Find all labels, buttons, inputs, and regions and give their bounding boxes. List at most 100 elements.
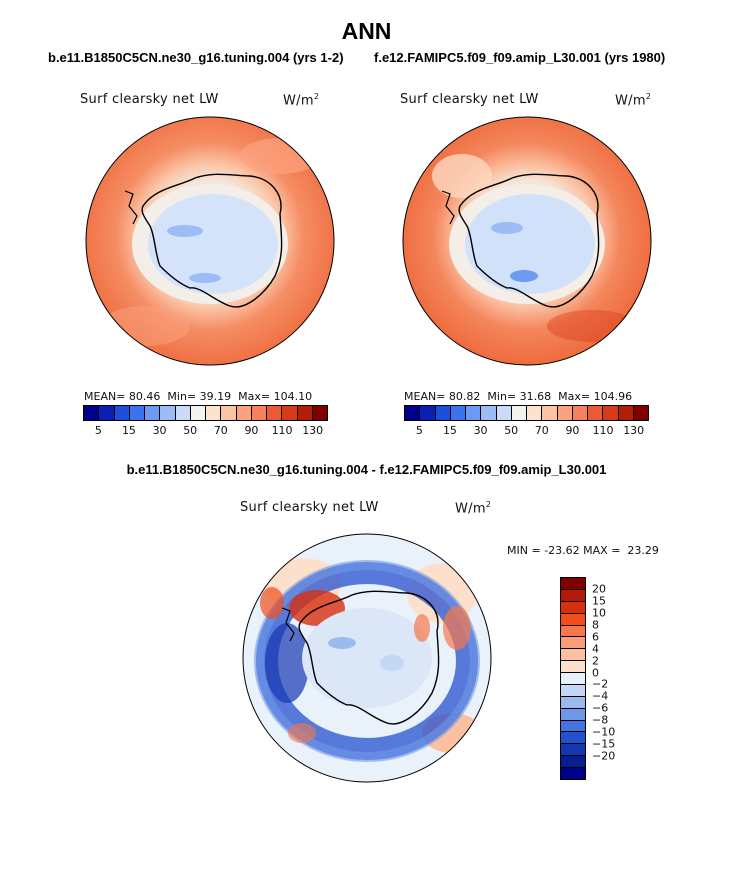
diff-variable-label: Surf clearsky net LW — [240, 500, 379, 515]
colorbar-tick-label: 2 — [592, 654, 599, 668]
left-units-label: W/m2 — [283, 92, 320, 109]
colorbar-swatch — [561, 589, 585, 602]
colorbar-swatch — [561, 744, 585, 757]
colorbar-swatch — [145, 406, 161, 420]
difference-polar-map — [242, 533, 492, 783]
colorbar-swatch — [561, 732, 585, 745]
colorbar-tick-label: −10 — [592, 725, 616, 739]
colorbar-swatch — [561, 708, 585, 721]
diff-units-label: W/m2 — [455, 500, 492, 517]
difference-colorbar-ticks: 20 15 10 8 6 4 2 0 −2 −4 −6 −8 −10 −15 −20 — [592, 577, 632, 780]
colorbar-swatch — [603, 406, 619, 420]
colorbar-tick-label: 15 — [121, 424, 136, 437]
colorbar-tick-label: 0 — [592, 666, 599, 680]
colorbar-swatch — [561, 720, 585, 733]
colorbar-swatch — [561, 756, 585, 768]
left-polar-map — [85, 116, 335, 366]
right-case-title: f.e12.FAMIPC5.f09_f09.amip_L30.001 (yrs … — [374, 50, 666, 65]
colorbar-tick-label: 15 — [592, 594, 606, 608]
colorbar-swatch — [496, 406, 512, 420]
colorbar-swatch — [561, 613, 585, 626]
colorbar-swatch — [466, 406, 482, 420]
colorbar-tick-label: −20 — [592, 749, 616, 763]
colorbar-swatch — [561, 696, 585, 709]
figure-title: ANN — [341, 18, 392, 44]
colorbar-swatch — [561, 684, 585, 697]
colorbar-tick-label: 70 — [213, 424, 228, 437]
colorbar-swatch — [561, 637, 585, 650]
left-case-title: b.e11.B1850C5CN.ne30_g16.tuning.004 (yrs… — [48, 50, 344, 65]
colorbar-tick-label: 10 — [592, 606, 606, 620]
colorbar-swatch — [557, 406, 573, 420]
colorbar-tick-label: 90 — [244, 424, 259, 437]
colorbar-swatch — [618, 406, 634, 420]
right-colorbar-ticks: 5 15 30 50 70 90 110 130 — [404, 424, 649, 438]
colorbar-swatch — [561, 768, 585, 779]
colorbar-tick-label: −8 — [592, 713, 609, 727]
colorbar-tick-label: 110 — [271, 424, 293, 437]
colorbar-tick-label: 4 — [592, 642, 599, 656]
colorbar-tick-label: −6 — [592, 701, 609, 715]
colorbar-swatch — [561, 673, 585, 685]
left-colorbar-ticks: 5 15 30 50 70 90 110 130 — [83, 424, 328, 438]
colorbar-tick-label: −4 — [592, 689, 609, 703]
colorbar-swatch — [561, 625, 585, 638]
colorbar-swatch — [160, 406, 176, 420]
colorbar-tick-label: −2 — [592, 677, 609, 691]
colorbar-tick-label: 110 — [592, 424, 614, 437]
colorbar-swatch — [561, 649, 585, 662]
colorbar-tick-label: 50 — [183, 424, 198, 437]
right-stats: MEAN= 80.82 Min= 31.68 Max= 104.96 — [404, 390, 633, 403]
colorbar-swatch — [267, 406, 283, 420]
right-polar-map — [402, 116, 652, 366]
colorbar-swatch — [561, 661, 585, 673]
colorbar-swatch — [420, 406, 436, 420]
colorbar-swatch — [561, 601, 585, 614]
colorbar-swatch — [312, 406, 327, 420]
colorbar-tick-label: 130 — [302, 424, 324, 437]
colorbar-swatch — [236, 406, 252, 420]
colorbar-tick-label: 130 — [623, 424, 645, 437]
colorbar-swatch — [527, 406, 543, 420]
colorbar-swatch — [435, 406, 451, 420]
colorbar-tick-label: 6 — [592, 630, 599, 644]
colorbar-swatch — [84, 406, 100, 420]
colorbar-tick-label: 8 — [592, 618, 599, 632]
colorbar-tick-label: 5 — [415, 424, 423, 437]
colorbar-swatch — [190, 406, 206, 420]
colorbar-swatch — [282, 406, 298, 420]
colorbar-tick-label: 70 — [534, 424, 549, 437]
colorbar-swatch — [405, 406, 421, 420]
difference-colorbar — [560, 577, 586, 780]
left-colorbar — [83, 405, 328, 421]
colorbar-tick-label: 15 — [442, 424, 457, 437]
colorbar-swatch — [206, 406, 222, 420]
colorbar-swatch — [175, 406, 191, 420]
difference-title: b.e11.B1850C5CN.ne30_g16.tuning.004 - f.… — [126, 462, 607, 477]
colorbar-swatch — [481, 406, 497, 420]
colorbar-swatch — [561, 578, 585, 590]
colorbar-swatch — [511, 406, 527, 420]
colorbar-tick-label: 30 — [473, 424, 488, 437]
colorbar-tick-label: −15 — [592, 737, 616, 751]
colorbar-swatch — [572, 406, 588, 420]
colorbar-swatch — [251, 406, 267, 420]
colorbar-swatch — [588, 406, 604, 420]
left-stats: MEAN= 80.46 Min= 39.19 Max= 104.10 — [84, 390, 313, 403]
colorbar-tick-label: 30 — [152, 424, 167, 437]
colorbar-swatch — [221, 406, 237, 420]
colorbar-swatch — [297, 406, 313, 420]
right-variable-label: Surf clearsky net LW — [400, 92, 539, 107]
colorbar-swatch — [542, 406, 558, 420]
colorbar-tick-label: 90 — [565, 424, 580, 437]
colorbar-tick-label: 50 — [504, 424, 519, 437]
colorbar-swatch — [450, 406, 466, 420]
colorbar-swatch — [633, 406, 648, 420]
right-units-label: W/m2 — [615, 92, 652, 109]
colorbar-swatch — [99, 406, 115, 420]
colorbar-swatch — [114, 406, 130, 420]
colorbar-tick-label: 5 — [94, 424, 102, 437]
left-variable-label: Surf clearsky net LW — [80, 92, 219, 107]
colorbar-swatch — [129, 406, 145, 420]
right-colorbar — [404, 405, 649, 421]
